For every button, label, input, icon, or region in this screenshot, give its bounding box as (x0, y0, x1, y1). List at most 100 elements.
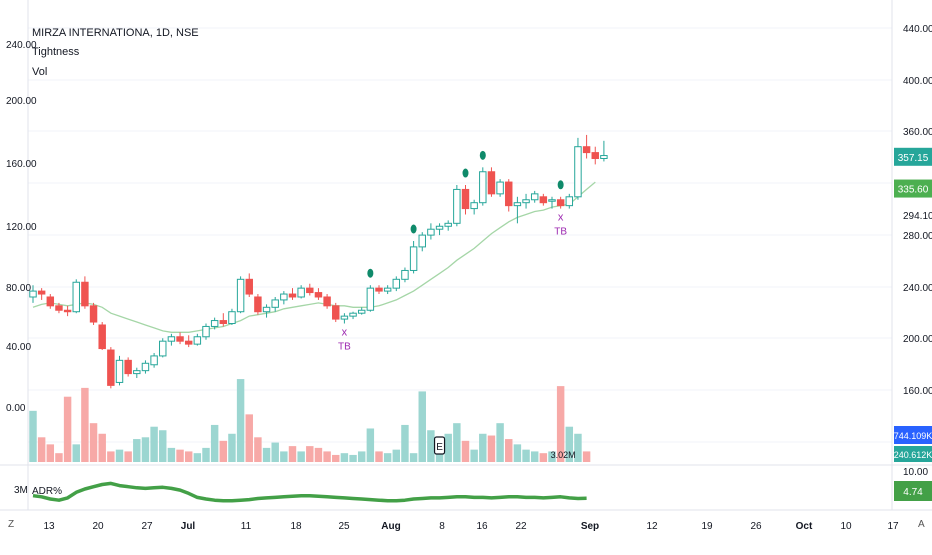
time-axis-tick-label: 19 (701, 521, 713, 532)
volume-bar (306, 446, 314, 462)
candle-body[interactable] (332, 305, 340, 320)
timezone-button[interactable]: Z (8, 519, 15, 530)
candle-body[interactable] (81, 281, 89, 307)
candle-body[interactable] (133, 370, 141, 375)
left-axis-tick-label: 120.00 (6, 222, 37, 233)
time-axis-tick-label: 13 (43, 521, 55, 532)
candle-body[interactable] (323, 296, 331, 307)
candle-body[interactable] (487, 171, 496, 195)
candle-body[interactable] (46, 296, 55, 307)
volume-bar (349, 454, 357, 462)
candle-body[interactable] (435, 225, 444, 230)
candle-body[interactable] (401, 269, 409, 280)
candle-body[interactable] (141, 362, 150, 372)
candle-body[interactable] (55, 305, 63, 311)
candle-body[interactable] (366, 287, 375, 311)
candle-body[interactable] (383, 287, 392, 292)
candle-body[interactable] (306, 287, 314, 294)
time-axis-tick-label: 12 (646, 521, 658, 532)
candle-body[interactable] (530, 193, 539, 201)
auto-scale-button[interactable]: A (918, 519, 925, 530)
candle-body[interactable] (340, 315, 349, 320)
candle-body[interactable] (219, 320, 228, 325)
candle-body[interactable] (202, 325, 210, 338)
volume-bar (366, 428, 375, 462)
candle-body[interactable] (453, 188, 461, 224)
tightness-legend[interactable]: Tightness (32, 46, 80, 58)
candle-body[interactable] (280, 293, 288, 301)
volume-bar (418, 391, 426, 462)
candle-body[interactable] (271, 299, 279, 308)
volume-bar (453, 423, 461, 462)
candle-body[interactable] (159, 340, 167, 357)
candle-body[interactable] (228, 311, 236, 325)
candle-body[interactable] (556, 199, 565, 207)
candle-body[interactable] (89, 305, 98, 323)
candle-body[interactable] (418, 234, 426, 248)
candle-body[interactable] (297, 287, 305, 298)
tightness-tb-label: TB (554, 227, 567, 238)
candle-body[interactable] (72, 281, 80, 313)
volume-bar (505, 439, 513, 462)
candle-body[interactable] (582, 146, 591, 154)
candle-body[interactable] (548, 199, 556, 202)
candle-body[interactable] (115, 359, 124, 383)
candle-body[interactable] (63, 309, 72, 313)
candle-body[interactable] (349, 312, 357, 317)
candle-body[interactable] (591, 152, 599, 159)
volume-peak-label: 3.02M (551, 450, 576, 460)
volume-bar (150, 426, 158, 462)
candle-body[interactable] (505, 181, 513, 207)
candle-body[interactable] (513, 202, 522, 207)
volume-bar (297, 451, 305, 462)
left-axis-tick-label: 0.00 (6, 403, 26, 414)
candle-body[interactable] (210, 320, 219, 327)
volume-bar (340, 453, 349, 462)
vol-legend[interactable]: Vol (32, 66, 48, 78)
candle-body[interactable] (574, 146, 582, 198)
candle-body[interactable] (236, 278, 245, 313)
candle-body[interactable] (496, 181, 504, 195)
candle-body[interactable] (539, 196, 548, 204)
adr-legend[interactable]: ADR% (32, 486, 63, 497)
candle-body[interactable] (479, 171, 487, 204)
ema-price-label: 335.60 (898, 185, 929, 196)
candle-body[interactable] (600, 155, 608, 159)
volume-bar (29, 410, 37, 462)
candle-body[interactable] (409, 246, 418, 271)
candle-body[interactable] (427, 228, 435, 236)
candle-body[interactable] (193, 336, 202, 345)
candle-body[interactable] (262, 306, 271, 313)
time-axis-tick-label: 22 (515, 521, 527, 532)
candle-body[interactable] (176, 336, 184, 342)
candle-body[interactable] (314, 292, 323, 298)
candle-body[interactable] (245, 278, 253, 295)
candle-body[interactable] (470, 202, 478, 210)
candle-body[interactable] (167, 336, 176, 342)
candle-body[interactable] (37, 290, 46, 295)
candle-body[interactable] (357, 309, 366, 314)
candle-body[interactable] (107, 349, 115, 386)
candle-body[interactable] (444, 222, 452, 227)
candle-body[interactable] (124, 359, 132, 375)
candle-body[interactable] (184, 340, 193, 345)
candle-body[interactable] (565, 196, 574, 207)
candle-body[interactable] (98, 324, 106, 350)
candle-body[interactable] (29, 290, 37, 298)
volume-bar (548, 451, 556, 462)
volume-bar (496, 423, 504, 462)
candle-body[interactable] (461, 188, 470, 210)
right-axis-tick-label: 200.00 (903, 334, 932, 345)
candle-body[interactable] (288, 293, 297, 298)
candle-body[interactable] (254, 296, 262, 313)
earnings-marker-box[interactable] (433, 436, 446, 455)
candle-body[interactable] (392, 278, 401, 289)
volume-bar (401, 424, 409, 462)
volume-bar (98, 433, 106, 462)
candle-body[interactable] (375, 287, 383, 292)
candle-body[interactable] (522, 199, 530, 204)
candle-body[interactable] (150, 355, 158, 366)
breakout-dot (367, 268, 374, 278)
